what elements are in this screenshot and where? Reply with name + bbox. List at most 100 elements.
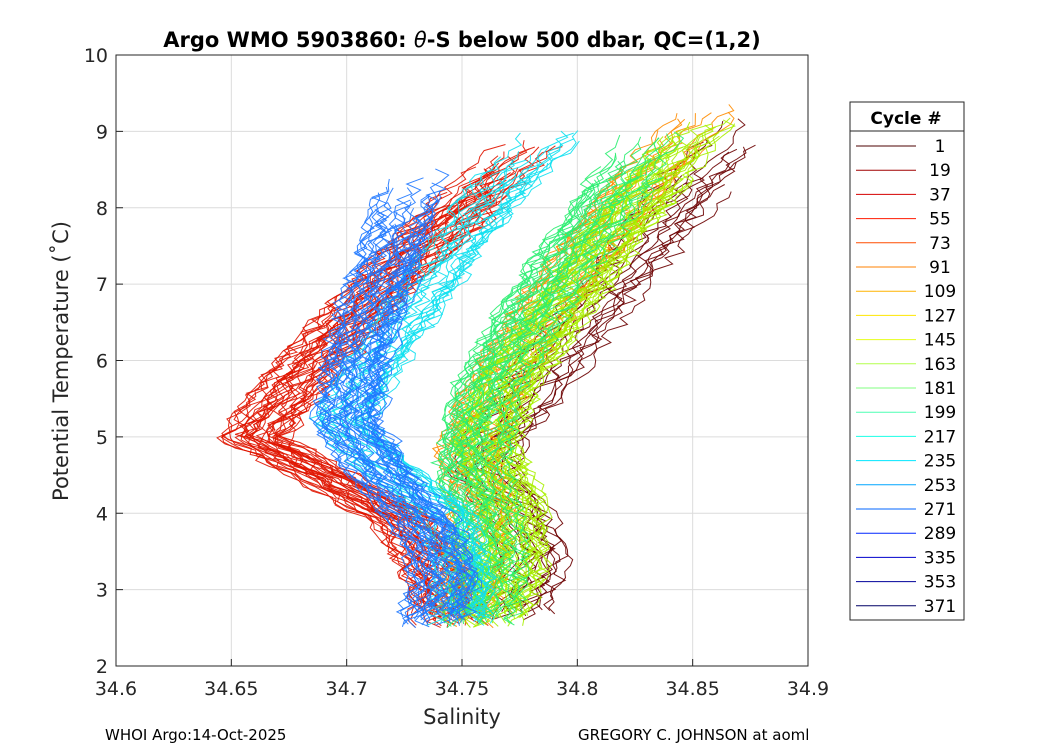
legend-entry: 235 bbox=[856, 452, 956, 472]
x-tick-label: 34.65 bbox=[204, 678, 258, 700]
legend-entry: 91 bbox=[856, 258, 951, 278]
legend-label: 19 bbox=[929, 161, 951, 181]
profile-line bbox=[436, 193, 584, 617]
x-axis-label: Salinity bbox=[423, 705, 501, 729]
legend-label: 37 bbox=[929, 185, 951, 205]
profile-line bbox=[369, 214, 478, 623]
profile-line bbox=[355, 239, 463, 612]
legend-label: 181 bbox=[924, 379, 956, 399]
profile-line bbox=[506, 179, 695, 616]
y-tick-label: 3 bbox=[96, 580, 108, 602]
legend-entry: 55 bbox=[856, 210, 951, 230]
profile-line bbox=[338, 211, 444, 624]
profile-line bbox=[354, 243, 463, 626]
legend-label: 253 bbox=[924, 476, 956, 496]
profile-line bbox=[247, 171, 501, 625]
legend-entry: 253 bbox=[856, 476, 956, 496]
axis-ticks: 34.6 34.65 34.7 34.75 34.8 34.85 34.9 2 3 4 5 6 7 8 9 1… bbox=[84, 45, 829, 700]
profile-line bbox=[458, 182, 611, 614]
legend-label: 217 bbox=[924, 427, 956, 447]
x-tick-label: 34.75 bbox=[435, 678, 489, 700]
profile-line bbox=[484, 177, 651, 619]
profile-line bbox=[483, 157, 689, 624]
profile-line bbox=[339, 223, 448, 612]
legend-label: 73 bbox=[929, 234, 951, 254]
footer-right: GREGORY C. JOHNSON at aoml bbox=[578, 726, 810, 744]
profile-line bbox=[344, 201, 451, 626]
legend: Cycle # 1 19 37 55 73 91 109 127 145 163 181 199 217… bbox=[849, 101, 965, 621]
profile-line bbox=[333, 187, 442, 621]
y-tick-label: 5 bbox=[96, 427, 108, 449]
profile-line bbox=[312, 203, 421, 625]
profile-line bbox=[345, 177, 452, 611]
profile-line bbox=[483, 131, 706, 627]
chart-title: Argo WMO 5903860: θ-S below 500 dbar, QC… bbox=[163, 28, 760, 52]
profile-line bbox=[515, 191, 732, 615]
legend-entry: 335 bbox=[856, 548, 956, 568]
legend-entry: 37 bbox=[856, 185, 951, 205]
profile-line bbox=[220, 196, 443, 611]
profile-line bbox=[489, 151, 668, 617]
profile-line bbox=[321, 209, 424, 620]
profile-line bbox=[453, 160, 625, 612]
footer-left: WHOI Argo:14-Oct-2025 bbox=[105, 726, 287, 744]
legend-entry: 271 bbox=[856, 500, 956, 520]
legend-title: Cycle # bbox=[870, 109, 941, 129]
legend-entry: 163 bbox=[856, 355, 956, 375]
legend-entry: 199 bbox=[856, 403, 956, 423]
profile-line bbox=[365, 175, 539, 624]
profile-line bbox=[505, 184, 683, 617]
legend-label: 127 bbox=[924, 306, 956, 326]
profile-line bbox=[313, 178, 425, 618]
legend-label: 335 bbox=[924, 548, 956, 568]
profile-line bbox=[471, 178, 627, 623]
y-tick-label: 6 bbox=[96, 351, 108, 373]
x-tick-label: 34.7 bbox=[326, 678, 368, 700]
x-tick-label: 34.85 bbox=[665, 678, 719, 700]
y-tick-label: 7 bbox=[96, 274, 108, 296]
profile-line bbox=[221, 191, 448, 626]
legend-label: 199 bbox=[924, 403, 956, 423]
legend-entry: 371 bbox=[856, 597, 956, 617]
profile-line bbox=[469, 159, 652, 626]
legend-entry: 181 bbox=[856, 379, 956, 399]
profile-line bbox=[496, 177, 662, 626]
legend-entry: 19 bbox=[856, 161, 951, 181]
legend-entry: 145 bbox=[856, 331, 956, 351]
profile-line bbox=[499, 132, 720, 627]
profile-line bbox=[361, 195, 475, 613]
profile-line bbox=[447, 183, 595, 614]
profile-line bbox=[238, 168, 493, 628]
profile-line bbox=[321, 210, 428, 627]
y-tick-label: 4 bbox=[96, 503, 108, 525]
legend-label: 235 bbox=[924, 452, 956, 472]
legend-items: 1 19 37 55 73 91 109 127 145 163 181 199 217 235 253 27… bbox=[856, 137, 956, 617]
profile-line bbox=[506, 184, 725, 612]
y-tick-label: 10 bbox=[84, 45, 108, 67]
y-tick-label: 9 bbox=[96, 121, 108, 143]
legend-label: 289 bbox=[924, 524, 956, 544]
legend-label: 55 bbox=[929, 210, 951, 230]
profile-line bbox=[497, 117, 731, 610]
profile-line bbox=[479, 118, 746, 617]
legend-entry: 109 bbox=[856, 282, 956, 302]
series-layer bbox=[216, 104, 756, 629]
x-tick-label: 34.6 bbox=[95, 678, 137, 700]
profile-line bbox=[368, 182, 477, 622]
profile-line bbox=[319, 159, 515, 615]
legend-label: 145 bbox=[924, 331, 956, 351]
legend-entry: 289 bbox=[856, 524, 956, 544]
legend-label: 1 bbox=[935, 137, 946, 157]
legend-label: 109 bbox=[924, 282, 956, 302]
x-tick-label: 34.8 bbox=[556, 678, 598, 700]
y-tick-label: 2 bbox=[96, 656, 108, 678]
profile-line bbox=[374, 215, 483, 619]
profile-line bbox=[349, 237, 461, 615]
legend-label: 271 bbox=[924, 500, 956, 520]
legend-entry: 127 bbox=[856, 306, 956, 326]
profile-line bbox=[319, 156, 502, 613]
legend-entry: 73 bbox=[856, 234, 951, 254]
profile-line bbox=[485, 162, 681, 619]
profile-line bbox=[359, 140, 580, 615]
